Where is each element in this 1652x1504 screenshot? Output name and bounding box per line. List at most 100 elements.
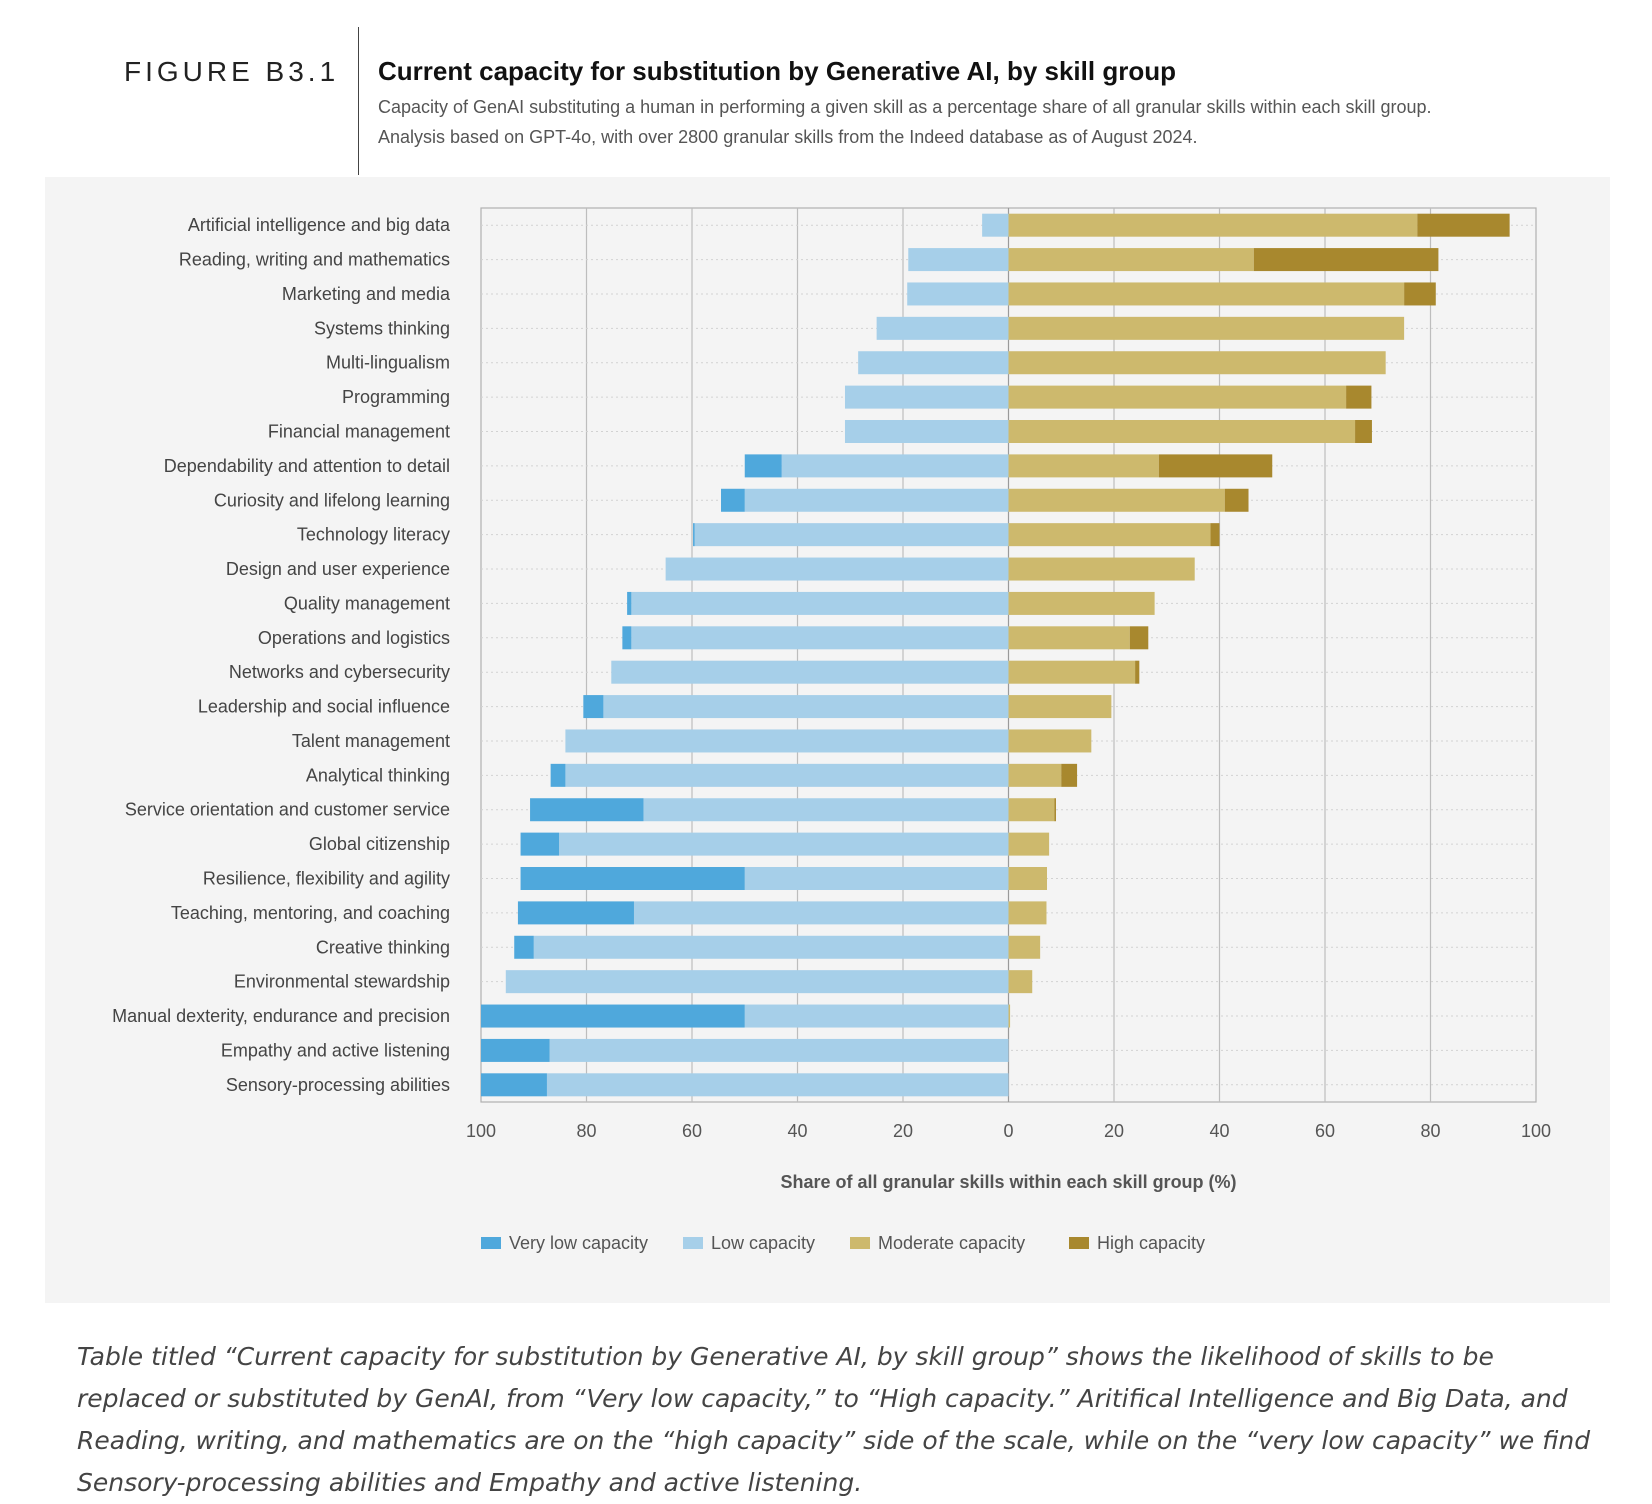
- bar-low-capacity: [559, 832, 1009, 856]
- bar-moderate-capacity: [1008, 626, 1130, 650]
- bar-moderate-capacity: [1008, 798, 1055, 822]
- figure-subtitle-line-2: Analysis based on GPT-4o, with over 2800…: [378, 127, 1198, 147]
- bar-low-capacity: [611, 660, 1009, 684]
- bar-moderate-capacity: [1008, 591, 1155, 615]
- category-label: Analytical thinking: [306, 765, 450, 785]
- bar-very-low-capacity: [622, 626, 632, 650]
- bar-high-capacity: [1253, 248, 1439, 272]
- category-label: Dependability and attention to detail: [164, 456, 450, 476]
- bar-moderate-capacity: [1008, 557, 1195, 581]
- bar-moderate-capacity: [1008, 385, 1347, 409]
- bar-low-capacity: [908, 248, 1009, 272]
- bar-moderate-capacity: [1008, 213, 1418, 237]
- bar-moderate-capacity: [1008, 660, 1136, 684]
- bar-high-capacity: [1129, 626, 1149, 650]
- legend-swatch: [1069, 1237, 1089, 1249]
- category-label: Creative thinking: [316, 937, 450, 957]
- category-label: Operations and logistics: [258, 628, 450, 648]
- x-tick-label: 20: [893, 1121, 913, 1141]
- bar-low-capacity: [781, 454, 1009, 478]
- bar-low-capacity: [546, 1073, 1009, 1097]
- legend-swatch: [481, 1237, 501, 1249]
- bar-low-capacity: [631, 626, 1009, 650]
- bar-high-capacity: [1054, 798, 1056, 822]
- figure-caption: Table titled “Current capacity for subst…: [77, 1342, 1591, 1497]
- figure-label: FIGURE B3.1: [124, 56, 340, 87]
- figure-title: Current capacity for substitution by Gen…: [378, 56, 1176, 86]
- bar-very-low-capacity: [627, 591, 632, 615]
- bar-moderate-capacity: [1008, 454, 1159, 478]
- legend-label: High capacity: [1097, 1233, 1205, 1253]
- bar-low-capacity: [907, 282, 1009, 306]
- category-label: Environmental stewardship: [234, 972, 450, 992]
- bar-high-capacity: [1346, 385, 1372, 409]
- bar-high-capacity: [1355, 420, 1372, 443]
- category-label: Service orientation and customer service: [125, 800, 450, 820]
- category-label: Manual dexterity, endurance and precisio…: [112, 1006, 450, 1026]
- bar-high-capacity: [1135, 660, 1140, 684]
- bar-low-capacity: [549, 1038, 1009, 1062]
- bar-moderate-capacity: [1008, 488, 1225, 512]
- bar-low-capacity: [633, 901, 1009, 925]
- x-tick-label: 40: [1209, 1121, 1229, 1141]
- bar-high-capacity: [1210, 523, 1220, 547]
- bar-low-capacity: [631, 591, 1009, 615]
- bar-low-capacity: [565, 729, 1009, 753]
- bar-high-capacity: [1158, 454, 1273, 478]
- category-label: Systems thinking: [314, 318, 450, 338]
- category-label: Financial management: [268, 422, 450, 442]
- category-label: Programming: [342, 387, 450, 407]
- bar-very-low-capacity: [517, 901, 634, 925]
- x-tick-label: 40: [787, 1121, 807, 1141]
- bar-very-low-capacity: [520, 867, 745, 890]
- bar-moderate-capacity: [1008, 729, 1092, 753]
- bar-moderate-capacity: [1008, 763, 1062, 787]
- bar-very-low-capacity: [481, 1004, 745, 1028]
- category-label: Design and user experience: [226, 559, 450, 579]
- legend-label: Very low capacity: [509, 1233, 648, 1253]
- bar-moderate-capacity: [1008, 832, 1050, 856]
- bar-high-capacity: [1061, 763, 1078, 787]
- category-label: Quality management: [284, 593, 450, 613]
- category-label: Artificial intelligence and big data: [188, 215, 451, 235]
- bar-moderate-capacity: [1008, 970, 1033, 994]
- category-label: Empathy and active listening: [221, 1040, 450, 1060]
- category-label: Leadership and social influence: [198, 697, 450, 717]
- bar-low-capacity: [505, 970, 1009, 994]
- bar-high-capacity: [1404, 282, 1436, 306]
- bar-moderate-capacity: [1008, 935, 1041, 959]
- figure-subtitle-line-1: Capacity of GenAI substituting a human i…: [378, 97, 1432, 117]
- bar-low-capacity: [533, 935, 1009, 959]
- bar-very-low-capacity: [520, 832, 560, 856]
- x-tick-label: 60: [682, 1121, 702, 1141]
- bar-moderate-capacity: [1008, 523, 1211, 547]
- bar-low-capacity: [876, 316, 1009, 340]
- x-tick-label: 20: [1104, 1121, 1124, 1141]
- bar-low-capacity: [858, 351, 1009, 375]
- bar-low-capacity: [744, 867, 1009, 890]
- category-label: Technology literacy: [297, 525, 450, 545]
- bar-low-capacity: [744, 1004, 1009, 1028]
- header-divider: [358, 27, 359, 175]
- legend-label: Low capacity: [711, 1233, 815, 1253]
- bar-very-low-capacity: [693, 523, 695, 547]
- bar-low-capacity: [844, 385, 1009, 409]
- bar-very-low-capacity: [514, 935, 534, 959]
- bar-low-capacity: [603, 695, 1009, 719]
- x-tick-label: 80: [1420, 1121, 1440, 1141]
- bar-low-capacity: [565, 763, 1009, 787]
- bar-moderate-capacity: [1008, 248, 1254, 272]
- bar-low-capacity: [694, 523, 1009, 547]
- legend-swatch: [683, 1237, 703, 1249]
- bar-very-low-capacity: [481, 1073, 547, 1097]
- legend-label: Moderate capacity: [878, 1233, 1025, 1253]
- bar-low-capacity: [844, 420, 1009, 443]
- category-label: Reading, writing and mathematics: [179, 250, 450, 270]
- bar-moderate-capacity: [1008, 695, 1112, 719]
- bar-moderate-capacity: [1008, 901, 1047, 925]
- category-label: Global citizenship: [309, 834, 450, 854]
- bar-moderate-capacity: [1008, 867, 1048, 890]
- category-label: Resilience, flexibility and agility: [203, 869, 450, 889]
- category-label: Sensory-processing abilities: [226, 1075, 450, 1095]
- bar-moderate-capacity: [1008, 1004, 1011, 1028]
